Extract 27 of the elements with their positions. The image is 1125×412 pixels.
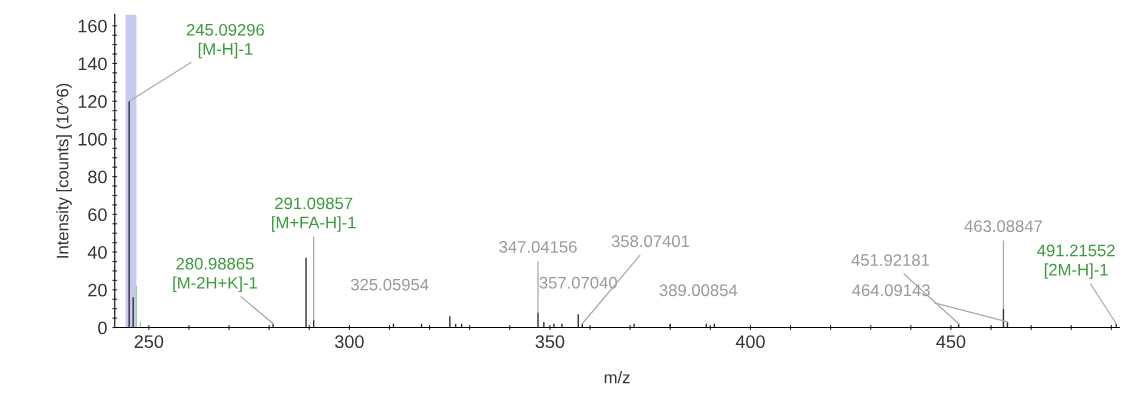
annotation: 491.21552 [2M-H]-1 bbox=[1037, 244, 1115, 279]
y-tick-label: 40 bbox=[87, 246, 107, 259]
annotation: 347.04156 bbox=[499, 240, 577, 253]
y-tick-label: 60 bbox=[88, 208, 107, 222]
x-tick-label: 300 bbox=[334, 335, 364, 349]
y-tick-label: 120 bbox=[78, 95, 107, 108]
annotation: 451.92181 bbox=[851, 254, 930, 266]
annotation: 245.09296 [M-H]-1 bbox=[186, 23, 265, 59]
annotation: 291.09857 [M+FA-H]-1 bbox=[272, 197, 356, 232]
x-tick-label: 350 bbox=[535, 335, 565, 349]
annotation: 280.98865 [M-2H+K]-1 bbox=[173, 257, 257, 293]
y-tick-label: 0 bbox=[98, 321, 107, 335]
x-tick-label: 450 bbox=[936, 335, 966, 349]
annotation: 358.07401 bbox=[611, 235, 690, 248]
y-tick-label: 80 bbox=[88, 170, 107, 184]
x-tick-label: 400 bbox=[735, 335, 765, 349]
y-tick-label: 20 bbox=[88, 283, 107, 297]
y-tick-label: 160 bbox=[78, 19, 107, 33]
x-axis-title: m/z bbox=[604, 371, 630, 384]
y-tick-label: 140 bbox=[78, 57, 107, 71]
y-tick-label: 100 bbox=[78, 132, 107, 146]
annotation: 463.08847 bbox=[964, 220, 1042, 233]
annotation: 357.07040 bbox=[539, 276, 617, 289]
y-axis-title: Intensity [counts] (10^6) bbox=[56, 83, 72, 258]
annotation: 325.05954 bbox=[350, 278, 429, 291]
annotation: 389.00854 bbox=[659, 284, 738, 297]
x-tick-label: 250 bbox=[134, 335, 164, 349]
